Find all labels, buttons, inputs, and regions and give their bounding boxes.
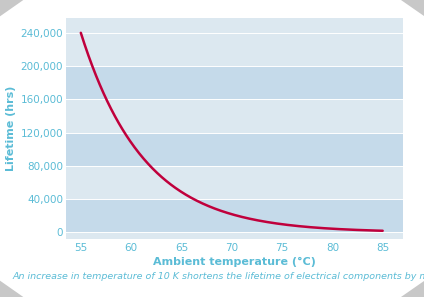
Bar [66, 66, 403, 99]
Bar [66, 199, 403, 233]
Bar [66, 166, 403, 199]
Text: An increase in temperature of 10 K shortens the lifetime of electrical component: An increase in temperature of 10 K short… [13, 272, 424, 282]
Bar [66, 33, 403, 66]
X-axis label: Ambient temperature (°C): Ambient temperature (°C) [153, 257, 316, 268]
Bar [66, 99, 403, 133]
Y-axis label: Lifetime (hrs): Lifetime (hrs) [6, 86, 16, 171]
Bar [66, 133, 403, 166]
